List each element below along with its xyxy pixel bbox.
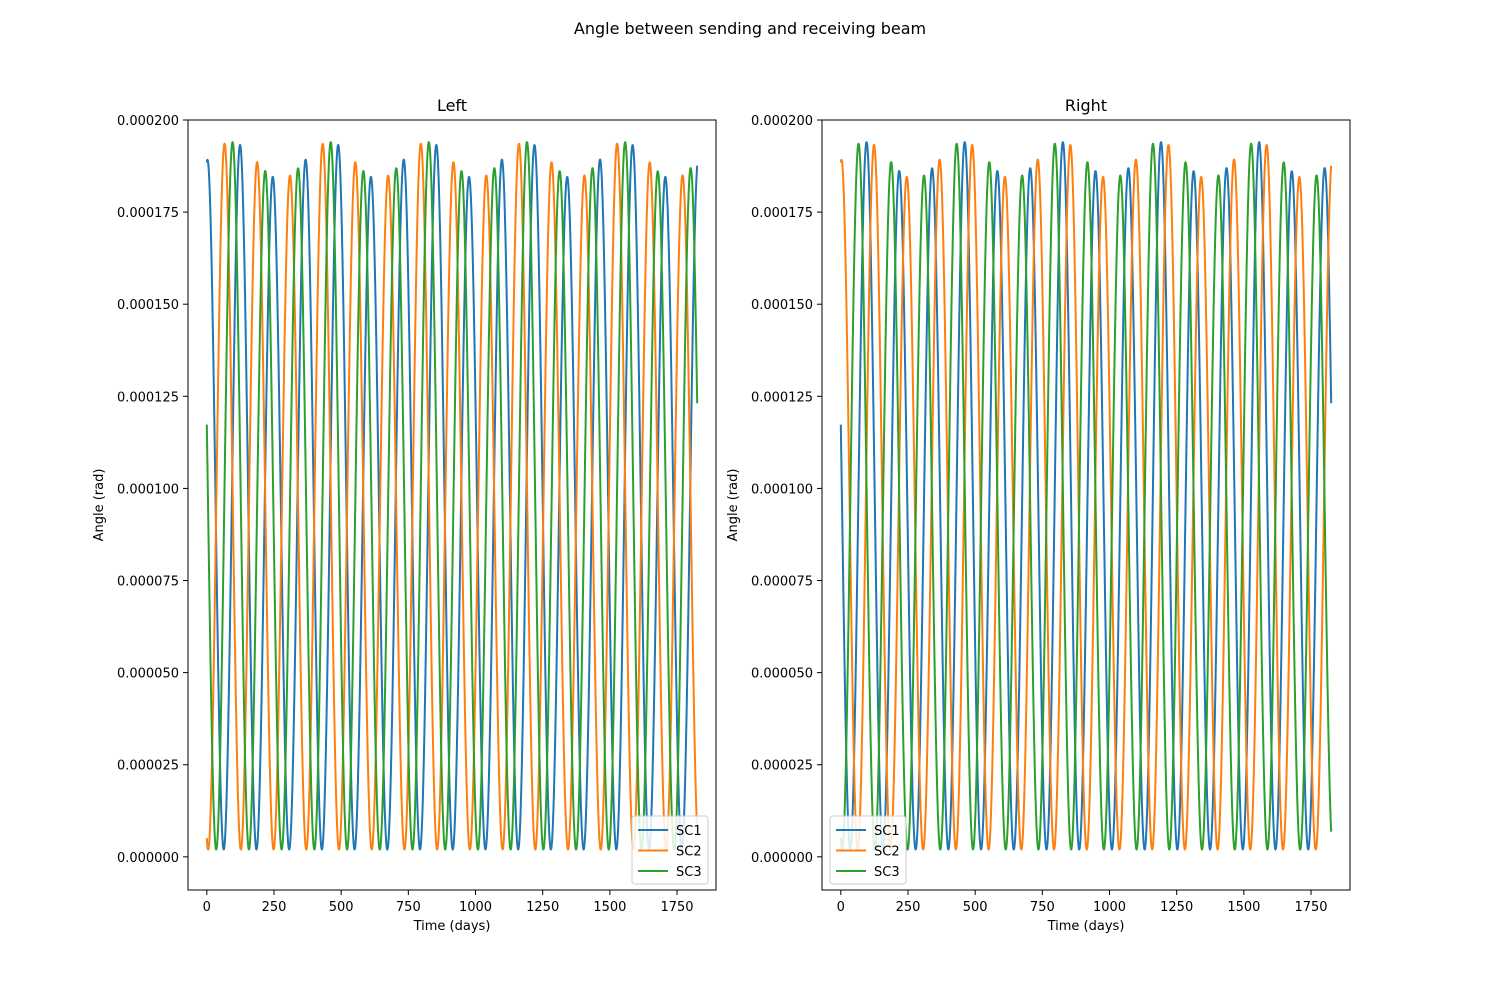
left-x-tick-label: 1500 [593,900,626,915]
left-x-tick-label: 750 [396,900,421,915]
left-x-tick-label: 250 [262,900,287,915]
left-legend-label-sc2: SC2 [676,845,702,860]
left-x-tick-label: 0 [203,900,211,915]
right-y-tick-label: 0.000150 [751,298,813,313]
right-y-tick-label: 0.000200 [751,114,813,129]
right-x-axis-label: Time (days) [1047,919,1125,934]
right-x-tick-label: 1750 [1294,900,1327,915]
right-x-tick-label: 1500 [1227,900,1260,915]
left-legend-label-sc3: SC3 [676,865,702,880]
right-x-tick-label: 0 [837,900,845,915]
left-x-axis-label: Time (days) [413,919,491,934]
right-y-tick-label: 0.000000 [751,851,813,866]
right-legend-box [829,815,907,885]
left-x-tick-label: 500 [329,900,354,915]
left-legend-label-sc1: SC1 [676,824,702,839]
right-y-tick-label: 0.000075 [751,575,813,590]
left-y-tick-label: 0.000150 [117,298,179,313]
right-legend-label-sc2: SC2 [874,845,900,860]
left-y-tick-label: 0.000025 [117,759,179,774]
left-series-line-sc1 [205,143,699,851]
left-chart: Left 0 250 500 750 1000 1250 1500 1750 0.000000 0.… [92,96,717,934]
left-y-tick-label: 0.000000 [117,851,179,866]
left-axes-frame [187,119,717,891]
right-chart-title: Right [1065,96,1107,115]
left-legend-box [631,815,709,885]
left-x-tick-label: 1750 [660,900,693,915]
left-y-tick-label: 0.000175 [117,206,179,221]
right-chart: Right 0 250 500 750 1000 1250 1500 1750 0.000000 0… [726,96,1351,934]
left-x-tick-label: 1000 [459,900,492,915]
left-x-tick-label: 1250 [526,900,559,915]
left-y-axis-label: Angle (rad) [92,469,107,542]
right-y-tick-label: 0.000025 [751,759,813,774]
left-y-tick-label: 0.000200 [117,114,179,129]
right-series-line-sc2 [839,143,1333,851]
right-y-tick-label: 0.000125 [751,390,813,405]
right-axes-frame [821,119,1351,891]
right-legend: SC1 SC2 SC3 [829,815,907,885]
left-series-line-sc2 [205,142,699,851]
left-chart-title: Left [437,96,467,115]
right-y-tick-label: 0.000100 [751,482,813,497]
right-x-tick-label: 1250 [1160,900,1193,915]
right-x-tick-label: 750 [1030,900,1055,915]
left-y-tick-label: 0.000075 [117,575,179,590]
right-legend-label-sc1: SC1 [874,824,900,839]
right-y-axis-label: Angle (rad) [726,469,741,542]
left-series-line-sc3 [205,141,699,851]
left-y-tick-label: 0.000125 [117,390,179,405]
figure-suptitle: Angle between sending and receiving beam [574,19,926,38]
left-legend: SC1 SC2 SC3 [631,815,709,885]
right-series-line-sc1 [839,141,1333,851]
right-series-lines [839,141,1333,851]
left-y-tick-label: 0.000100 [117,482,179,497]
right-y-tick-label: 0.000175 [751,206,813,221]
right-legend-label-sc3: SC3 [874,865,900,880]
right-x-tick-label: 250 [896,900,921,915]
left-series-lines [205,141,699,851]
left-y-tick-label: 0.000050 [117,667,179,682]
right-x-tick-label: 500 [963,900,988,915]
right-y-tick-label: 0.000050 [751,667,813,682]
right-x-tick-label: 1000 [1093,900,1126,915]
right-series-line-sc3 [839,142,1333,851]
